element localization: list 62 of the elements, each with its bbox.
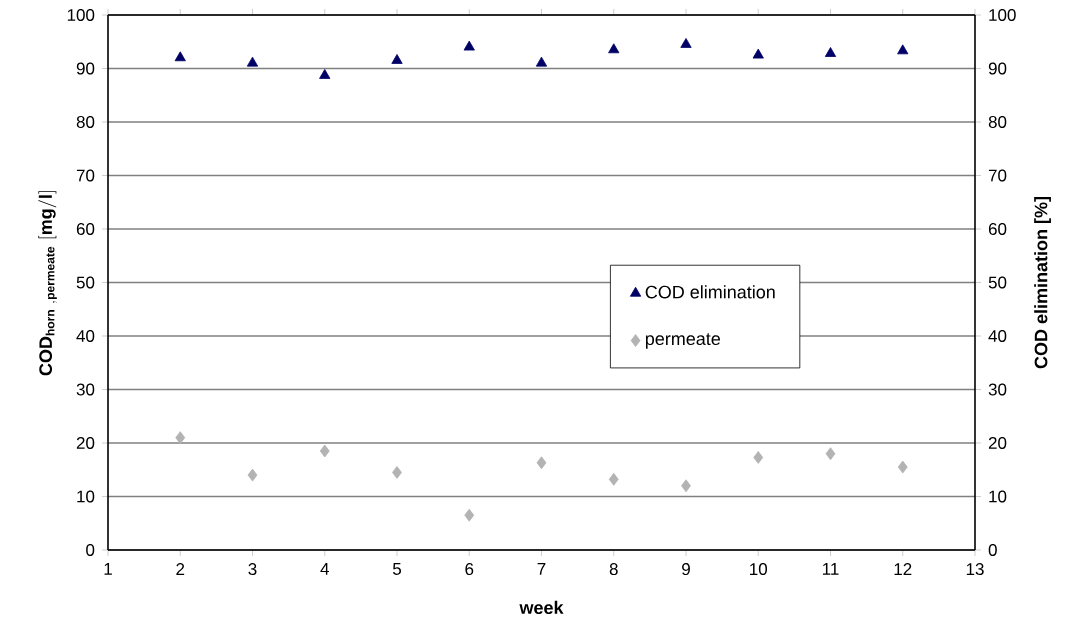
point bbox=[392, 466, 402, 479]
point bbox=[608, 43, 620, 54]
y-tick-label: 10 bbox=[77, 490, 95, 503]
legend-label: COD elimination bbox=[645, 285, 775, 299]
point bbox=[897, 44, 909, 55]
y-tick-label: 90 bbox=[76, 62, 95, 75]
point bbox=[680, 38, 692, 48]
y2-tick-label: 100 bbox=[989, 8, 1016, 21]
point bbox=[464, 508, 475, 522]
point bbox=[247, 468, 258, 482]
x-tick-label: 9 bbox=[682, 563, 690, 576]
x-tick-label: 12 bbox=[894, 563, 912, 575]
y2-tick-label: 70 bbox=[988, 169, 1007, 182]
y2-tick-label: 10 bbox=[989, 490, 1007, 503]
point bbox=[391, 54, 403, 64]
x-tick-label: 2 bbox=[176, 563, 185, 575]
point bbox=[535, 56, 548, 67]
x-tick-label: 13 bbox=[966, 563, 984, 576]
x-tick-label: 5 bbox=[392, 563, 402, 575]
y-tick-label: 40 bbox=[76, 329, 95, 342]
point bbox=[536, 456, 547, 470]
x-tick-label: 11 bbox=[822, 563, 839, 575]
point bbox=[608, 472, 619, 486]
x-tick-label: 6 bbox=[465, 563, 474, 576]
point bbox=[825, 447, 836, 461]
legend-label: permeate bbox=[645, 333, 721, 349]
point bbox=[824, 47, 837, 57]
x-axis-title: week bbox=[519, 600, 564, 615]
point bbox=[174, 51, 186, 62]
point bbox=[753, 451, 764, 464]
y-tick-label: 80 bbox=[76, 115, 95, 128]
point bbox=[319, 69, 331, 79]
point bbox=[319, 444, 330, 458]
x-tick-label: 8 bbox=[609, 563, 618, 576]
point bbox=[752, 48, 764, 59]
point bbox=[463, 40, 475, 51]
y2-tick-label: 90 bbox=[988, 62, 1007, 75]
y-tick-label: 50 bbox=[76, 276, 95, 289]
x-tick-label: 10 bbox=[750, 563, 768, 576]
y-tick-label: 0 bbox=[86, 543, 95, 556]
y2-tick-label: 20 bbox=[988, 436, 1007, 449]
y2-tick-label: 60 bbox=[988, 222, 1007, 235]
y-tick-label: 30 bbox=[76, 383, 95, 396]
point bbox=[175, 431, 186, 445]
y-tick-label: 20 bbox=[76, 436, 95, 449]
x-tick-label: 4 bbox=[320, 563, 329, 575]
y-tick-label: 100 bbox=[67, 8, 95, 21]
point bbox=[246, 56, 259, 67]
y2-tick-label: 80 bbox=[988, 115, 1007, 128]
y2-tick-label: 30 bbox=[988, 383, 1007, 396]
point bbox=[681, 479, 691, 493]
x-tick-label: 1 bbox=[104, 563, 112, 575]
y2-tick-label: 50 bbox=[988, 276, 1007, 289]
x-tick-label: 3 bbox=[248, 563, 257, 576]
y2-tick-label: 0 bbox=[988, 543, 997, 556]
y2-tick-label: 40 bbox=[988, 329, 1007, 342]
x-tick-label: 7 bbox=[537, 563, 546, 575]
y-tick-label: 60 bbox=[76, 222, 95, 235]
y-tick-label: 70 bbox=[76, 169, 95, 182]
y2-axis-title: COD elimination [%] bbox=[1034, 197, 1051, 369]
y-axis-title: $\mathbf{COD_{horn\ ,permeate}\ [mg/l]}$ bbox=[38, 191, 57, 376]
point bbox=[897, 460, 908, 474]
